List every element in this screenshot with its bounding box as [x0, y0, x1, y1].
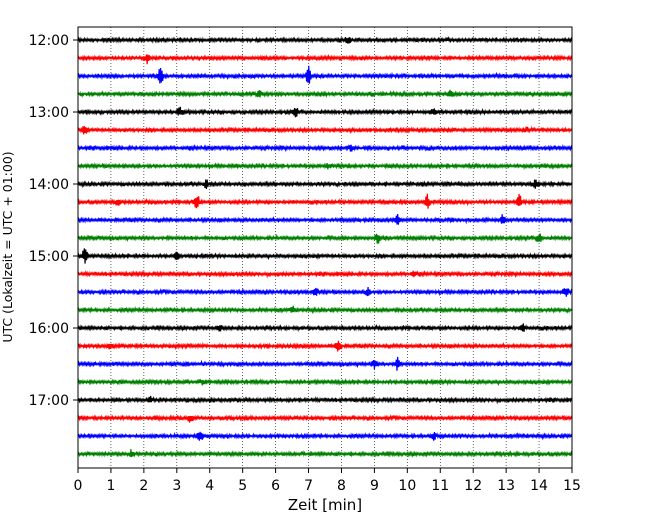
y-tick-label: 16:00: [29, 321, 69, 337]
seismic-trace-1230: [77, 65, 573, 84]
trace-layer: [77, 35, 573, 459]
seismic-trace-1600: [77, 323, 573, 333]
seismic-trace-1300: [77, 106, 573, 118]
y-axis-label: UTC (Lokalzeit = UTC + 01:00): [0, 151, 15, 342]
seismic-trace-1215: [77, 53, 573, 65]
x-tick-label: 7: [304, 478, 313, 494]
seismic-trace-1345: [77, 162, 573, 171]
seismic-trace-1545: [77, 305, 573, 315]
y-tick-label: 15:00: [29, 249, 69, 265]
x-tick-label: 5: [238, 478, 247, 494]
seismic-trace-1715: [77, 413, 573, 423]
seismic-trace-1630: [77, 356, 573, 371]
seismic-trace-1430: [77, 213, 573, 225]
seismic-trace-1700: [77, 395, 573, 405]
seismic-trace-1245: [77, 89, 573, 99]
x-axis-label: Zeit [min]: [288, 496, 362, 514]
x-tick-label: 8: [337, 478, 346, 494]
seismic-trace-1415: [77, 193, 573, 209]
plot-frame: [77, 26, 573, 469]
x-tick-label: 15: [563, 478, 581, 494]
y-tick-label: 12:00: [29, 33, 69, 49]
x-tick-label: 0: [74, 478, 83, 494]
seismic-trace-1315: [77, 125, 573, 135]
x-tick-label: 3: [172, 478, 181, 494]
x-tick-label: 2: [139, 478, 148, 494]
x-tick-label: 10: [398, 478, 416, 494]
axes-layer: 0 1 2 3 4 5 6 7 8 9 10 11 12 13 14 1512:0013:0014:0015:…: [29, 26, 581, 494]
seismic-trace-1730: [77, 431, 573, 441]
x-tick-label: 1: [106, 478, 115, 494]
y-tick-label: 14:00: [29, 177, 69, 193]
seismic-trace-1445: [77, 233, 573, 244]
seismic-trace-1200: [77, 35, 573, 44]
seismic-trace-1500: [77, 248, 573, 264]
seismic-trace-1400: [77, 179, 573, 189]
seismic-trace-1615: [77, 340, 573, 352]
seismic-trace-1530: [77, 287, 573, 297]
seismic-trace-1645: [77, 377, 573, 387]
x-tick-label: 13: [497, 478, 515, 494]
x-tick-label: 11: [431, 478, 449, 494]
x-tick-label: 12: [464, 478, 482, 494]
seismic-trace-1515: [77, 269, 573, 279]
seismic-trace-1745: [77, 449, 573, 459]
x-tick-label: 14: [530, 478, 548, 494]
x-tick-label: 4: [205, 478, 214, 494]
x-tick-label: 9: [370, 478, 379, 494]
y-tick-label: 17:00: [29, 393, 69, 409]
x-tick-label: 6: [271, 478, 280, 494]
seismic-trace-1330: [77, 143, 573, 153]
y-tick-label: 13:00: [29, 105, 69, 121]
